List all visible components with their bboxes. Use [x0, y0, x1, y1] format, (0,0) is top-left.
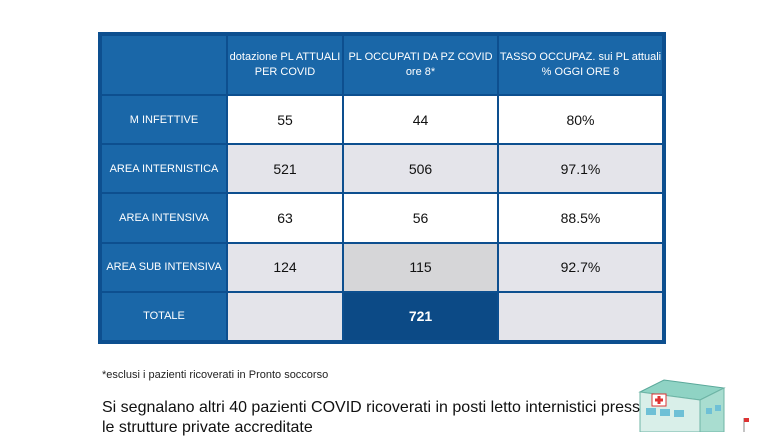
cell-tasso: 92.7%	[499, 243, 662, 291]
row-label: AREA INTENSIVA	[102, 194, 226, 242]
cell-occupati: 506	[344, 145, 497, 193]
row-label: AREA SUB INTENSIVA	[102, 243, 226, 291]
cell-occupati: 56	[344, 194, 497, 242]
private-structures-note: Si segnalano altri 40 pazienti COVID ric…	[102, 399, 649, 436]
table-header-row: dotazione PL ATTUALI PER COVID PL OCCUPA…	[102, 36, 662, 94]
occupancy-table-container: dotazione PL ATTUALI PER COVID PL OCCUPA…	[98, 32, 666, 344]
cell-dotazione: 63	[228, 194, 342, 242]
table-row: AREA SUB INTENSIVA 124 115 92.7%	[102, 243, 662, 291]
cell-dotazione: 124	[228, 243, 342, 291]
cell-tasso: 80%	[499, 96, 662, 144]
total-occupati: 721	[344, 292, 497, 340]
cell-dotazione: 521	[228, 145, 342, 193]
table-row: AREA INTENSIVA 63 56 88.5%	[102, 194, 662, 242]
header-tasso-label: TASSO OCCUPAZ. sui PL attuali % OGGI ORE…	[499, 51, 662, 78]
footnote: *esclusi i pazienti ricoverati in Pronto…	[102, 369, 329, 381]
hospital-building-icon	[638, 379, 749, 432]
total-dotazione	[228, 292, 342, 340]
row-label: AREA INTERNISTICA	[102, 145, 226, 193]
header-occupati-label: PL OCCUPATI DA PZ COVID ore 8*	[348, 51, 493, 78]
cell-dotazione: 55	[228, 96, 342, 144]
occupancy-table: dotazione PL ATTUALI PER COVID PL OCCUPA…	[100, 34, 664, 342]
cell-occupati: 115	[344, 243, 497, 291]
header-occupati: PL OCCUPATI DA PZ COVID ore 8*	[344, 36, 497, 94]
total-tasso	[499, 292, 662, 340]
row-label: M INFETTIVE	[102, 96, 226, 144]
header-corner	[102, 36, 226, 94]
total-label: TOTALE	[102, 292, 226, 340]
table-row: AREA INTERNISTICA 521 506 97.1%	[102, 145, 662, 193]
table-row: M INFETTIVE 55 44 80%	[102, 96, 662, 144]
cell-tasso: 88.5%	[499, 194, 662, 242]
cell-occupati: 44	[344, 96, 497, 144]
cell-tasso: 97.1%	[499, 145, 662, 193]
header-dotazione: dotazione PL ATTUALI PER COVID	[228, 36, 342, 94]
table-total-row: TOTALE 721	[102, 292, 662, 340]
header-tasso: TASSO OCCUPAZ. sui PL attuali % OGGI ORE…	[499, 36, 662, 94]
header-dotazione-label: dotazione PL ATTUALI PER COVID	[229, 51, 341, 78]
